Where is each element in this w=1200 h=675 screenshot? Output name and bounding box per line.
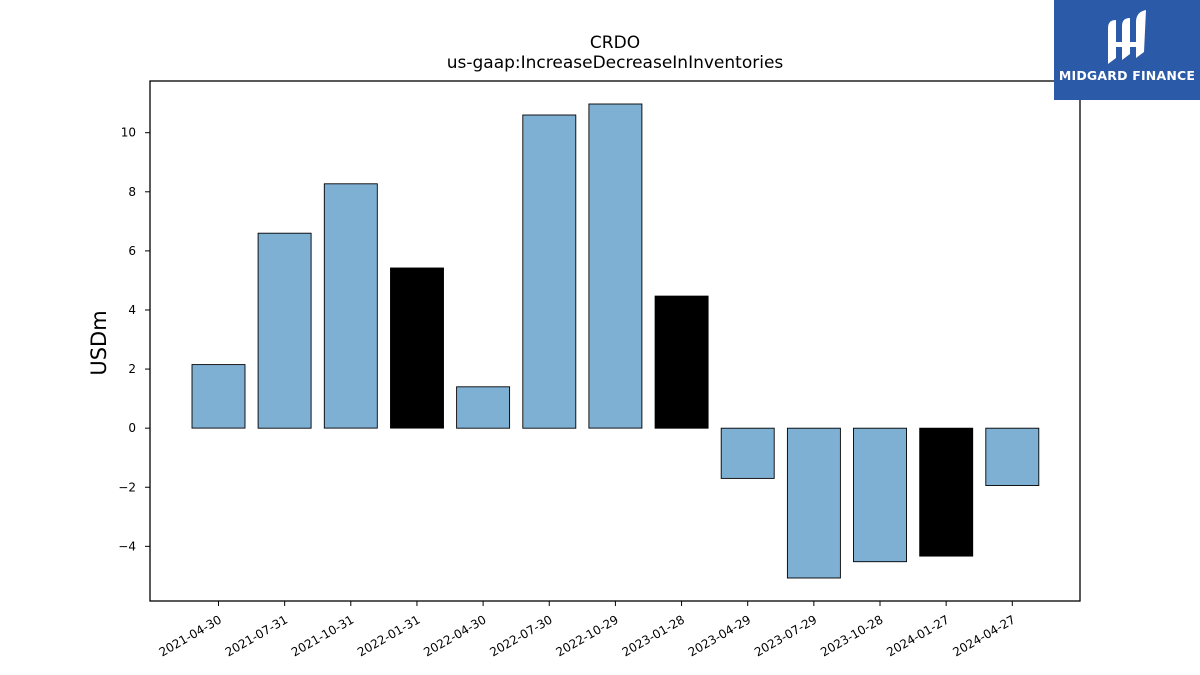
x-tick-label: 2023-04-29 xyxy=(686,612,753,659)
x-tick-label: 2023-07-29 xyxy=(752,612,819,659)
y-tick-label: 4 xyxy=(128,303,136,317)
x-tick-label: 2022-04-30 xyxy=(421,612,488,659)
x-axis: 2021-04-302021-07-312021-10-312022-01-31… xyxy=(157,601,1018,659)
midgard-logo-icon xyxy=(1108,10,1146,64)
x-tick-label: 2022-01-31 xyxy=(355,612,422,659)
x-tick-label: 2022-07-30 xyxy=(487,612,554,659)
midgard-finance-logo: MIDGARD FINANCE xyxy=(1054,0,1200,100)
x-tick-label: 2021-10-31 xyxy=(289,612,356,659)
bar-2021-07-31 xyxy=(257,232,312,429)
bars-group xyxy=(191,103,1040,579)
x-tick-label: 2021-07-31 xyxy=(223,612,290,659)
y-tick-label: 0 xyxy=(128,421,136,435)
bar-2022-07-30 xyxy=(522,114,577,429)
plot-frame xyxy=(149,80,1081,602)
bar-2023-01-28 xyxy=(654,295,709,429)
x-tick-label: 2023-01-28 xyxy=(620,612,687,659)
x-tick-label: 2022-10-29 xyxy=(553,612,620,659)
bar-2022-04-30 xyxy=(456,386,511,429)
bar-2024-01-27 xyxy=(919,427,974,557)
bar-2022-10-29 xyxy=(588,103,643,429)
bar-2024-04-27 xyxy=(985,427,1040,486)
bar-2022-01-31 xyxy=(390,267,444,429)
chart-title: CRDO xyxy=(590,33,640,53)
bar-2023-10-28 xyxy=(853,427,907,563)
bar-2021-10-31 xyxy=(323,183,378,429)
y-tick-label: 10 xyxy=(121,126,136,140)
logo-text: MIDGARD FINANCE xyxy=(1058,68,1196,83)
y-axis-label: USDm xyxy=(87,310,111,375)
x-tick-label: 2024-04-27 xyxy=(950,612,1017,659)
y-tick-label: 2 xyxy=(128,362,136,376)
x-tick-label: 2023-10-28 xyxy=(818,612,885,659)
y-tick-label: 8 xyxy=(128,185,136,199)
x-tick-label: 2021-04-30 xyxy=(157,612,224,659)
bar-2023-07-29 xyxy=(786,427,841,579)
y-tick-label: −4 xyxy=(118,539,136,553)
y-axis: −4 −2 0 2 4 6 8 10 xyxy=(118,126,150,553)
bar-2023-04-29 xyxy=(720,427,775,479)
x-tick-label: 2024-01-27 xyxy=(884,612,951,659)
y-tick-label: −2 xyxy=(118,480,136,494)
chart-subtitle: us-gaap:IncreaseDecreaseInInventories xyxy=(447,53,784,73)
bar-2021-04-30 xyxy=(191,364,246,429)
y-tick-label: 6 xyxy=(128,244,136,258)
